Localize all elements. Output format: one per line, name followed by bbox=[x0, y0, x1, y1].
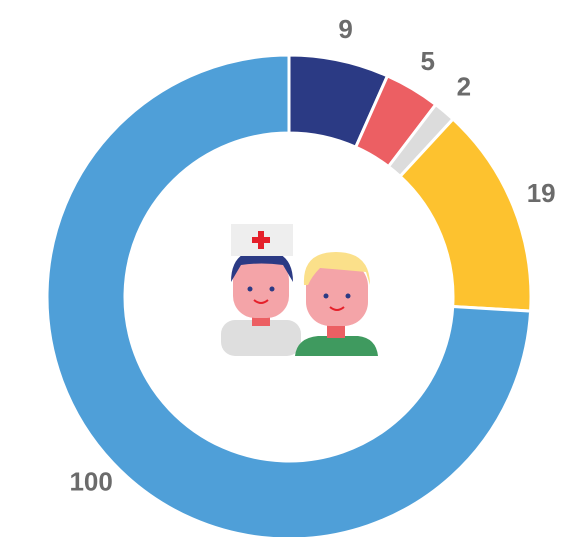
chart: 9 52 19 100 bbox=[0, 0, 572, 537]
value-label: 100 bbox=[69, 467, 112, 497]
value-label: 2 bbox=[457, 72, 471, 102]
value-label: 5 bbox=[420, 46, 434, 76]
value-label: 19 bbox=[527, 178, 556, 208]
center-icon bbox=[221, 224, 378, 356]
value-label: 9 bbox=[338, 14, 352, 44]
